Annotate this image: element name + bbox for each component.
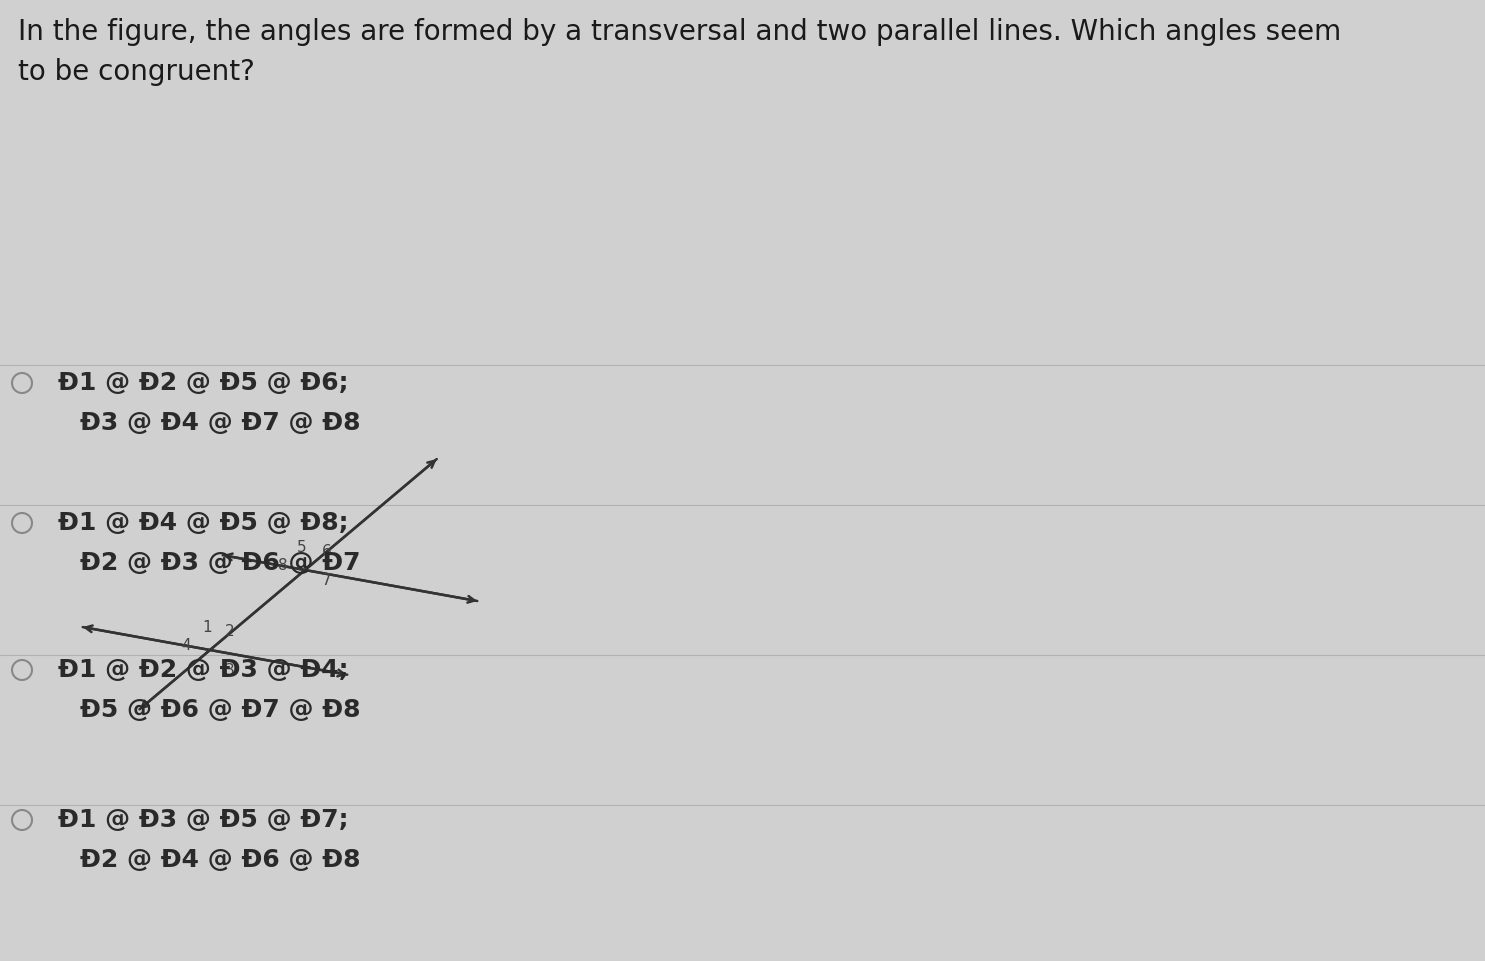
Text: Ð3 @ Ð4 @ Ð7 @ Ð8: Ð3 @ Ð4 @ Ð7 @ Ð8: [80, 411, 361, 435]
Text: 2: 2: [226, 624, 235, 639]
Text: Ð2 @ Ð3 @ Ð6 @ Ð7: Ð2 @ Ð3 @ Ð6 @ Ð7: [80, 551, 361, 575]
Text: Ð1 @ Ð2 @ Ð5 @ Ð6;: Ð1 @ Ð2 @ Ð5 @ Ð6;: [58, 371, 349, 395]
Text: Ð1 @ Ð4 @ Ð5 @ Ð8;: Ð1 @ Ð4 @ Ð5 @ Ð8;: [58, 511, 349, 535]
Text: 3: 3: [226, 663, 235, 678]
Text: 8: 8: [278, 558, 288, 574]
Text: Ð2 @ Ð4 @ Ð6 @ Ð8: Ð2 @ Ð4 @ Ð6 @ Ð8: [80, 848, 361, 872]
Text: Ð5 @ Ð6 @ Ð7 @ Ð8: Ð5 @ Ð6 @ Ð7 @ Ð8: [80, 698, 361, 722]
Text: In the figure, the angles are formed by a transversal and two parallel lines. Wh: In the figure, the angles are formed by …: [18, 18, 1341, 46]
Text: to be congruent?: to be congruent?: [18, 58, 255, 86]
Text: 5: 5: [297, 540, 307, 555]
Text: 7: 7: [322, 573, 331, 588]
Text: 4: 4: [181, 638, 192, 653]
Text: 1: 1: [202, 620, 212, 635]
Text: Ð1 @ Ð3 @ Ð5 @ Ð7;: Ð1 @ Ð3 @ Ð5 @ Ð7;: [58, 808, 349, 832]
Text: 6: 6: [322, 544, 331, 559]
Text: Ð1 @ Ð2 @ Ð3 @ Ð4;: Ð1 @ Ð2 @ Ð3 @ Ð4;: [58, 658, 349, 682]
